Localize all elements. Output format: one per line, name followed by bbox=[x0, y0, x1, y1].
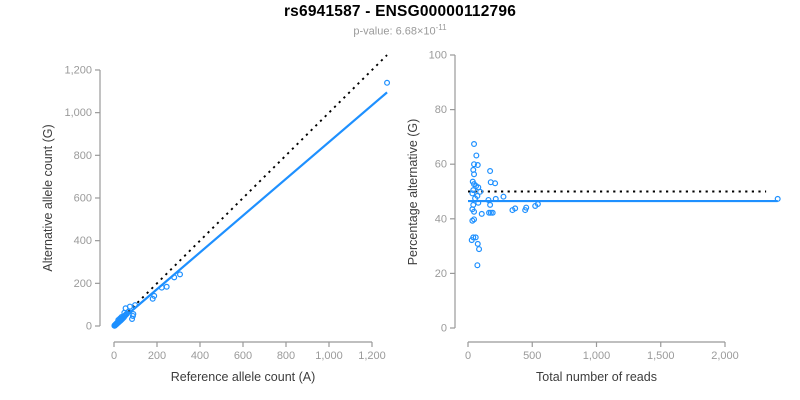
data-point bbox=[472, 195, 479, 202]
y-tick-label: 80 bbox=[435, 104, 447, 116]
x-tick-label: 500 bbox=[523, 350, 541, 362]
y-tick-label: 0 bbox=[441, 323, 447, 335]
data-point bbox=[130, 311, 137, 318]
p-value-exponent: -11 bbox=[435, 23, 447, 32]
data-point bbox=[151, 292, 158, 299]
data-point bbox=[492, 180, 499, 187]
data-point bbox=[489, 209, 496, 216]
data-point bbox=[474, 240, 481, 247]
y-tick-label: 400 bbox=[74, 235, 92, 247]
y-tick-label: 200 bbox=[74, 278, 92, 290]
data-point bbox=[478, 210, 485, 217]
identity-line bbox=[113, 54, 388, 327]
y-tick-label: 0 bbox=[86, 321, 92, 333]
data-point bbox=[474, 162, 481, 169]
data-point bbox=[523, 204, 530, 211]
data-point bbox=[471, 161, 478, 168]
x-tick-label: 2,000 bbox=[711, 350, 739, 362]
data-point bbox=[500, 193, 507, 200]
x-axis-label: Reference allele count (A) bbox=[171, 370, 316, 384]
data-point bbox=[470, 187, 477, 194]
data-point bbox=[474, 262, 481, 269]
y-axis-label: Percentage alternative (G) bbox=[406, 119, 420, 266]
y-tick-label: 60 bbox=[435, 159, 447, 171]
p-value-subtitle: p-value: 6.68×10-11 bbox=[0, 23, 800, 38]
data-point bbox=[163, 283, 170, 290]
data-point bbox=[534, 201, 541, 208]
data-point bbox=[485, 196, 492, 203]
y-tick-label: 20 bbox=[435, 268, 447, 280]
data-point bbox=[171, 274, 178, 281]
data-point bbox=[512, 205, 519, 212]
data-point bbox=[132, 302, 139, 309]
data-point bbox=[487, 168, 494, 175]
x-axis-label: Total number of reads bbox=[536, 370, 657, 384]
y-tick-label: 800 bbox=[74, 150, 92, 162]
data-point bbox=[473, 152, 480, 159]
x-tick-label: 1,000 bbox=[583, 350, 611, 362]
x-tick-label: 200 bbox=[148, 350, 166, 362]
data-point bbox=[384, 79, 391, 86]
x-tick-label: 0 bbox=[111, 350, 117, 362]
x-tick-label: 1,500 bbox=[647, 350, 675, 362]
data-point bbox=[774, 195, 781, 202]
x-tick-label: 0 bbox=[465, 350, 471, 362]
x-tick-label: 1,000 bbox=[315, 350, 343, 362]
x-tick-label: 1,200 bbox=[358, 350, 386, 362]
y-tick-label: 40 bbox=[435, 213, 447, 225]
page-title: rs6941587 - ENSG00000112796 bbox=[283, 3, 517, 20]
y-tick-label: 100 bbox=[429, 50, 447, 62]
y-axis-label: Alternative allele count (G) bbox=[41, 124, 55, 271]
data-point bbox=[469, 190, 476, 197]
y-tick-label: 1,200 bbox=[64, 64, 92, 76]
right-scatter-plot: 0 500 1,000 1,500 2,000 Total number of reads… bbox=[406, 50, 781, 384]
data-point bbox=[472, 234, 479, 241]
data-point bbox=[487, 201, 494, 208]
data-point bbox=[177, 271, 184, 278]
data-point bbox=[471, 208, 478, 215]
left-scatter-plot: 0 200 400 600 800 1,000 1,200 Reference allele … bbox=[41, 54, 391, 384]
x-tick-label: 800 bbox=[277, 350, 295, 362]
p-value-text: p-value: 6.68×10 bbox=[353, 25, 436, 38]
data-point bbox=[477, 188, 484, 195]
data-point bbox=[468, 237, 475, 244]
figure-header: rs6941587 - ENSG00000112796 p-value: 6.6… bbox=[0, 3, 800, 38]
regression-line bbox=[113, 91, 388, 327]
x-tick-label: 600 bbox=[234, 350, 252, 362]
data-point bbox=[126, 303, 133, 310]
data-point bbox=[475, 199, 482, 206]
x-tick-label: 400 bbox=[191, 350, 209, 362]
y-tick-label: 600 bbox=[74, 192, 92, 204]
data-point bbox=[476, 246, 483, 253]
y-tick-label: 1,000 bbox=[64, 107, 92, 119]
data-point bbox=[469, 217, 476, 224]
data-point bbox=[492, 195, 499, 202]
data-point bbox=[471, 140, 478, 147]
data-point bbox=[471, 171, 478, 178]
data-point bbox=[125, 308, 132, 315]
